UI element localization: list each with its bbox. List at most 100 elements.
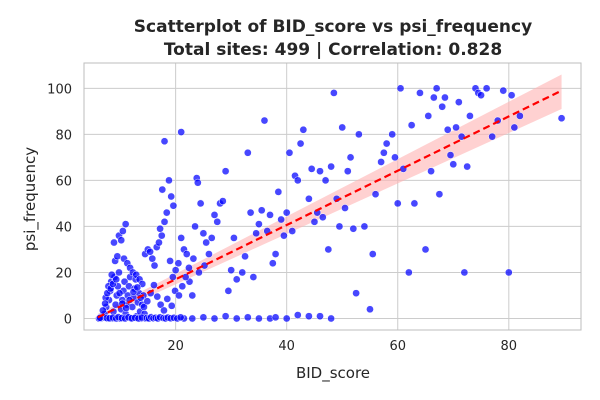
data-point	[191, 222, 199, 231]
data-point	[158, 185, 167, 194]
data-point	[277, 215, 285, 224]
data-point	[196, 199, 205, 208]
chart-title: Scatterplot of BID_score vs psi_frequenc…	[134, 17, 532, 37]
data-point	[396, 84, 405, 93]
data-point	[343, 167, 352, 176]
data-point	[218, 197, 227, 205]
data-point	[327, 314, 335, 323]
y-tick-label: 60	[55, 174, 72, 189]
data-point	[391, 153, 399, 162]
data-point	[246, 208, 255, 217]
data-point	[305, 194, 313, 203]
regression-line	[97, 89, 563, 319]
data-point	[435, 190, 444, 199]
data-point	[307, 165, 316, 173]
x-tick-label: 40	[278, 339, 295, 354]
data-point	[155, 238, 163, 247]
data-point	[202, 238, 211, 247]
data-point	[327, 162, 335, 171]
data-point	[177, 234, 186, 242]
data-point	[321, 176, 330, 185]
data-point	[182, 250, 191, 258]
data-point	[282, 314, 291, 323]
y-tick-label: 80	[55, 128, 72, 143]
data-point	[157, 231, 166, 240]
data-point	[288, 227, 297, 235]
data-point	[516, 112, 524, 120]
data-point	[429, 93, 438, 102]
data-point	[282, 208, 291, 217]
data-point	[221, 167, 230, 176]
data-point	[175, 291, 183, 300]
data-point	[266, 211, 274, 219]
data-point	[271, 313, 280, 322]
data-point	[249, 273, 258, 281]
data-point	[318, 213, 327, 222]
data-point	[162, 208, 171, 217]
data-point	[99, 306, 107, 315]
data-point	[166, 257, 174, 265]
regression-layer	[97, 89, 563, 319]
data-point	[188, 314, 197, 323]
data-point	[115, 289, 124, 298]
data-point	[255, 220, 263, 228]
data-point	[177, 128, 186, 136]
data-point	[324, 245, 333, 254]
data-point	[477, 91, 485, 100]
data-point	[305, 312, 313, 321]
data-point	[207, 234, 216, 242]
data-point	[349, 224, 358, 233]
data-point	[388, 130, 397, 139]
data-point	[174, 259, 183, 268]
data-point	[101, 299, 109, 308]
data-point	[221, 312, 230, 321]
data-point	[424, 112, 433, 120]
y-tick-label: 0	[64, 312, 72, 327]
plot-frame	[83, 62, 582, 331]
chart-subtitle: Total sites: 499 | Correlation: 0.828	[164, 40, 502, 60]
data-point	[405, 268, 413, 277]
data-point	[112, 275, 121, 284]
data-point	[421, 245, 430, 254]
data-point	[338, 123, 347, 132]
x-tick-label: 80	[501, 339, 518, 354]
data-point	[188, 291, 197, 300]
data-point	[210, 314, 219, 323]
data-point	[224, 287, 233, 295]
data-point	[146, 247, 154, 256]
data-point	[117, 236, 126, 245]
data-point	[427, 167, 435, 176]
data-point	[310, 217, 319, 226]
data-point	[243, 313, 252, 322]
data-point	[160, 137, 169, 146]
data-point	[355, 130, 363, 139]
data-point	[115, 268, 123, 277]
data-point	[156, 224, 164, 233]
data-point	[299, 125, 308, 134]
data-point	[163, 295, 172, 303]
data-point	[193, 178, 202, 187]
data-point	[195, 268, 203, 277]
data-point	[449, 160, 458, 169]
y-tick-label: 40	[55, 220, 72, 235]
data-point	[296, 139, 305, 148]
data-point	[110, 238, 118, 247]
data-point	[122, 304, 131, 312]
data-point	[432, 84, 441, 93]
data-point	[504, 268, 513, 277]
data-point	[366, 305, 374, 314]
data-point	[143, 297, 152, 306]
data-point	[165, 176, 173, 185]
data-point	[148, 254, 157, 263]
data-point	[466, 112, 474, 120]
data-point	[441, 93, 449, 102]
data-point	[443, 125, 452, 134]
x-tick-label: 60	[389, 339, 406, 354]
data-point	[410, 199, 419, 208]
data-point	[510, 123, 519, 132]
data-point	[160, 306, 168, 315]
data-point	[454, 98, 463, 106]
x-tick-labels: 20 40 60 80	[167, 339, 517, 354]
data-point	[252, 229, 260, 238]
